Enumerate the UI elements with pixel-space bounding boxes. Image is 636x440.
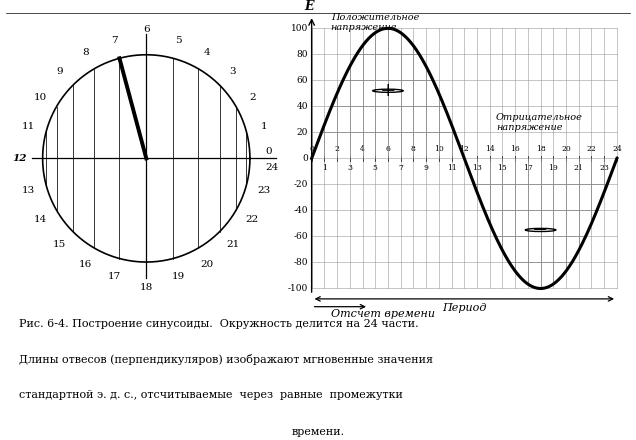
Text: 2: 2: [335, 145, 340, 153]
Text: 1: 1: [261, 122, 268, 131]
Text: 18: 18: [140, 283, 153, 292]
Text: -40: -40: [293, 206, 308, 215]
Text: 21: 21: [226, 240, 239, 249]
Text: 9: 9: [57, 67, 63, 77]
Text: 15: 15: [53, 240, 66, 249]
Text: -80: -80: [293, 258, 308, 267]
Text: стандартной э. д. с., отсчитываемые  через  равные  промежутки: стандартной э. д. с., отсчитываемые чере…: [19, 390, 403, 400]
Text: времени.: времени.: [291, 427, 345, 437]
Text: 0: 0: [302, 154, 308, 163]
Text: 16: 16: [510, 145, 520, 153]
Text: 22: 22: [586, 145, 597, 153]
Text: 20: 20: [201, 260, 214, 269]
Text: 17: 17: [523, 164, 533, 172]
Text: 3: 3: [230, 67, 236, 77]
Text: 5: 5: [175, 36, 181, 45]
Text: -60: -60: [293, 232, 308, 241]
Text: 13: 13: [22, 186, 35, 194]
Text: 3: 3: [347, 164, 352, 172]
Text: 60: 60: [296, 76, 308, 85]
Text: Рис. 6-4. Построение синусоиды.  Окружность делится на 24 части.: Рис. 6-4. Построение синусоиды. Окружнос…: [19, 319, 418, 329]
Text: 12: 12: [13, 154, 27, 163]
Text: 5: 5: [373, 164, 378, 172]
Text: 10: 10: [34, 93, 47, 102]
Text: Отрицательное
напряжение: Отрицательное напряжение: [496, 113, 583, 132]
Text: −: −: [532, 221, 549, 239]
Text: Период: Период: [442, 303, 487, 313]
Text: 19: 19: [548, 164, 558, 172]
Text: 15: 15: [497, 164, 508, 172]
Text: 1: 1: [322, 164, 327, 172]
Text: 8: 8: [82, 48, 88, 57]
Text: 12: 12: [459, 145, 469, 153]
Text: 100: 100: [291, 24, 308, 33]
Text: 11: 11: [446, 164, 457, 172]
Text: 23: 23: [258, 186, 271, 194]
Text: Отсчет времени: Отсчет времени: [331, 309, 435, 319]
Text: 10: 10: [434, 145, 444, 153]
Text: 20: 20: [296, 128, 308, 137]
Text: 23: 23: [599, 164, 609, 172]
Text: 20: 20: [561, 145, 571, 153]
Text: 22: 22: [245, 215, 259, 224]
Text: Положительное
напряжение: Положительное напряжение: [331, 13, 419, 32]
Text: +: +: [380, 82, 396, 100]
Text: Длины отвесов (перпендикуляров) изображают мгновенные значения: Длины отвесов (перпендикуляров) изобража…: [19, 354, 433, 365]
Text: 13: 13: [472, 164, 482, 172]
Text: 24: 24: [265, 163, 279, 172]
Text: 4: 4: [204, 48, 211, 57]
Text: -100: -100: [287, 284, 308, 293]
Text: 19: 19: [171, 272, 184, 281]
Text: 0: 0: [309, 145, 314, 153]
Text: 14: 14: [34, 215, 47, 224]
Text: 40: 40: [296, 102, 308, 111]
Text: 24: 24: [612, 145, 622, 153]
Text: 2: 2: [249, 93, 256, 102]
Text: 6: 6: [385, 145, 391, 153]
Text: 17: 17: [108, 272, 121, 281]
Text: 8: 8: [411, 145, 416, 153]
Text: E: E: [305, 0, 314, 13]
Text: 80: 80: [296, 50, 308, 59]
Text: 6: 6: [143, 25, 149, 34]
Text: 9: 9: [424, 164, 429, 172]
Text: 4: 4: [360, 145, 365, 153]
Text: 11: 11: [22, 122, 35, 131]
Text: 21: 21: [574, 164, 584, 172]
Text: 14: 14: [485, 145, 495, 153]
Text: 7: 7: [111, 36, 118, 45]
Text: 7: 7: [398, 164, 403, 172]
Text: 18: 18: [536, 145, 546, 153]
Text: 0: 0: [265, 147, 272, 156]
Text: 16: 16: [78, 260, 92, 269]
Text: -20: -20: [293, 180, 308, 189]
